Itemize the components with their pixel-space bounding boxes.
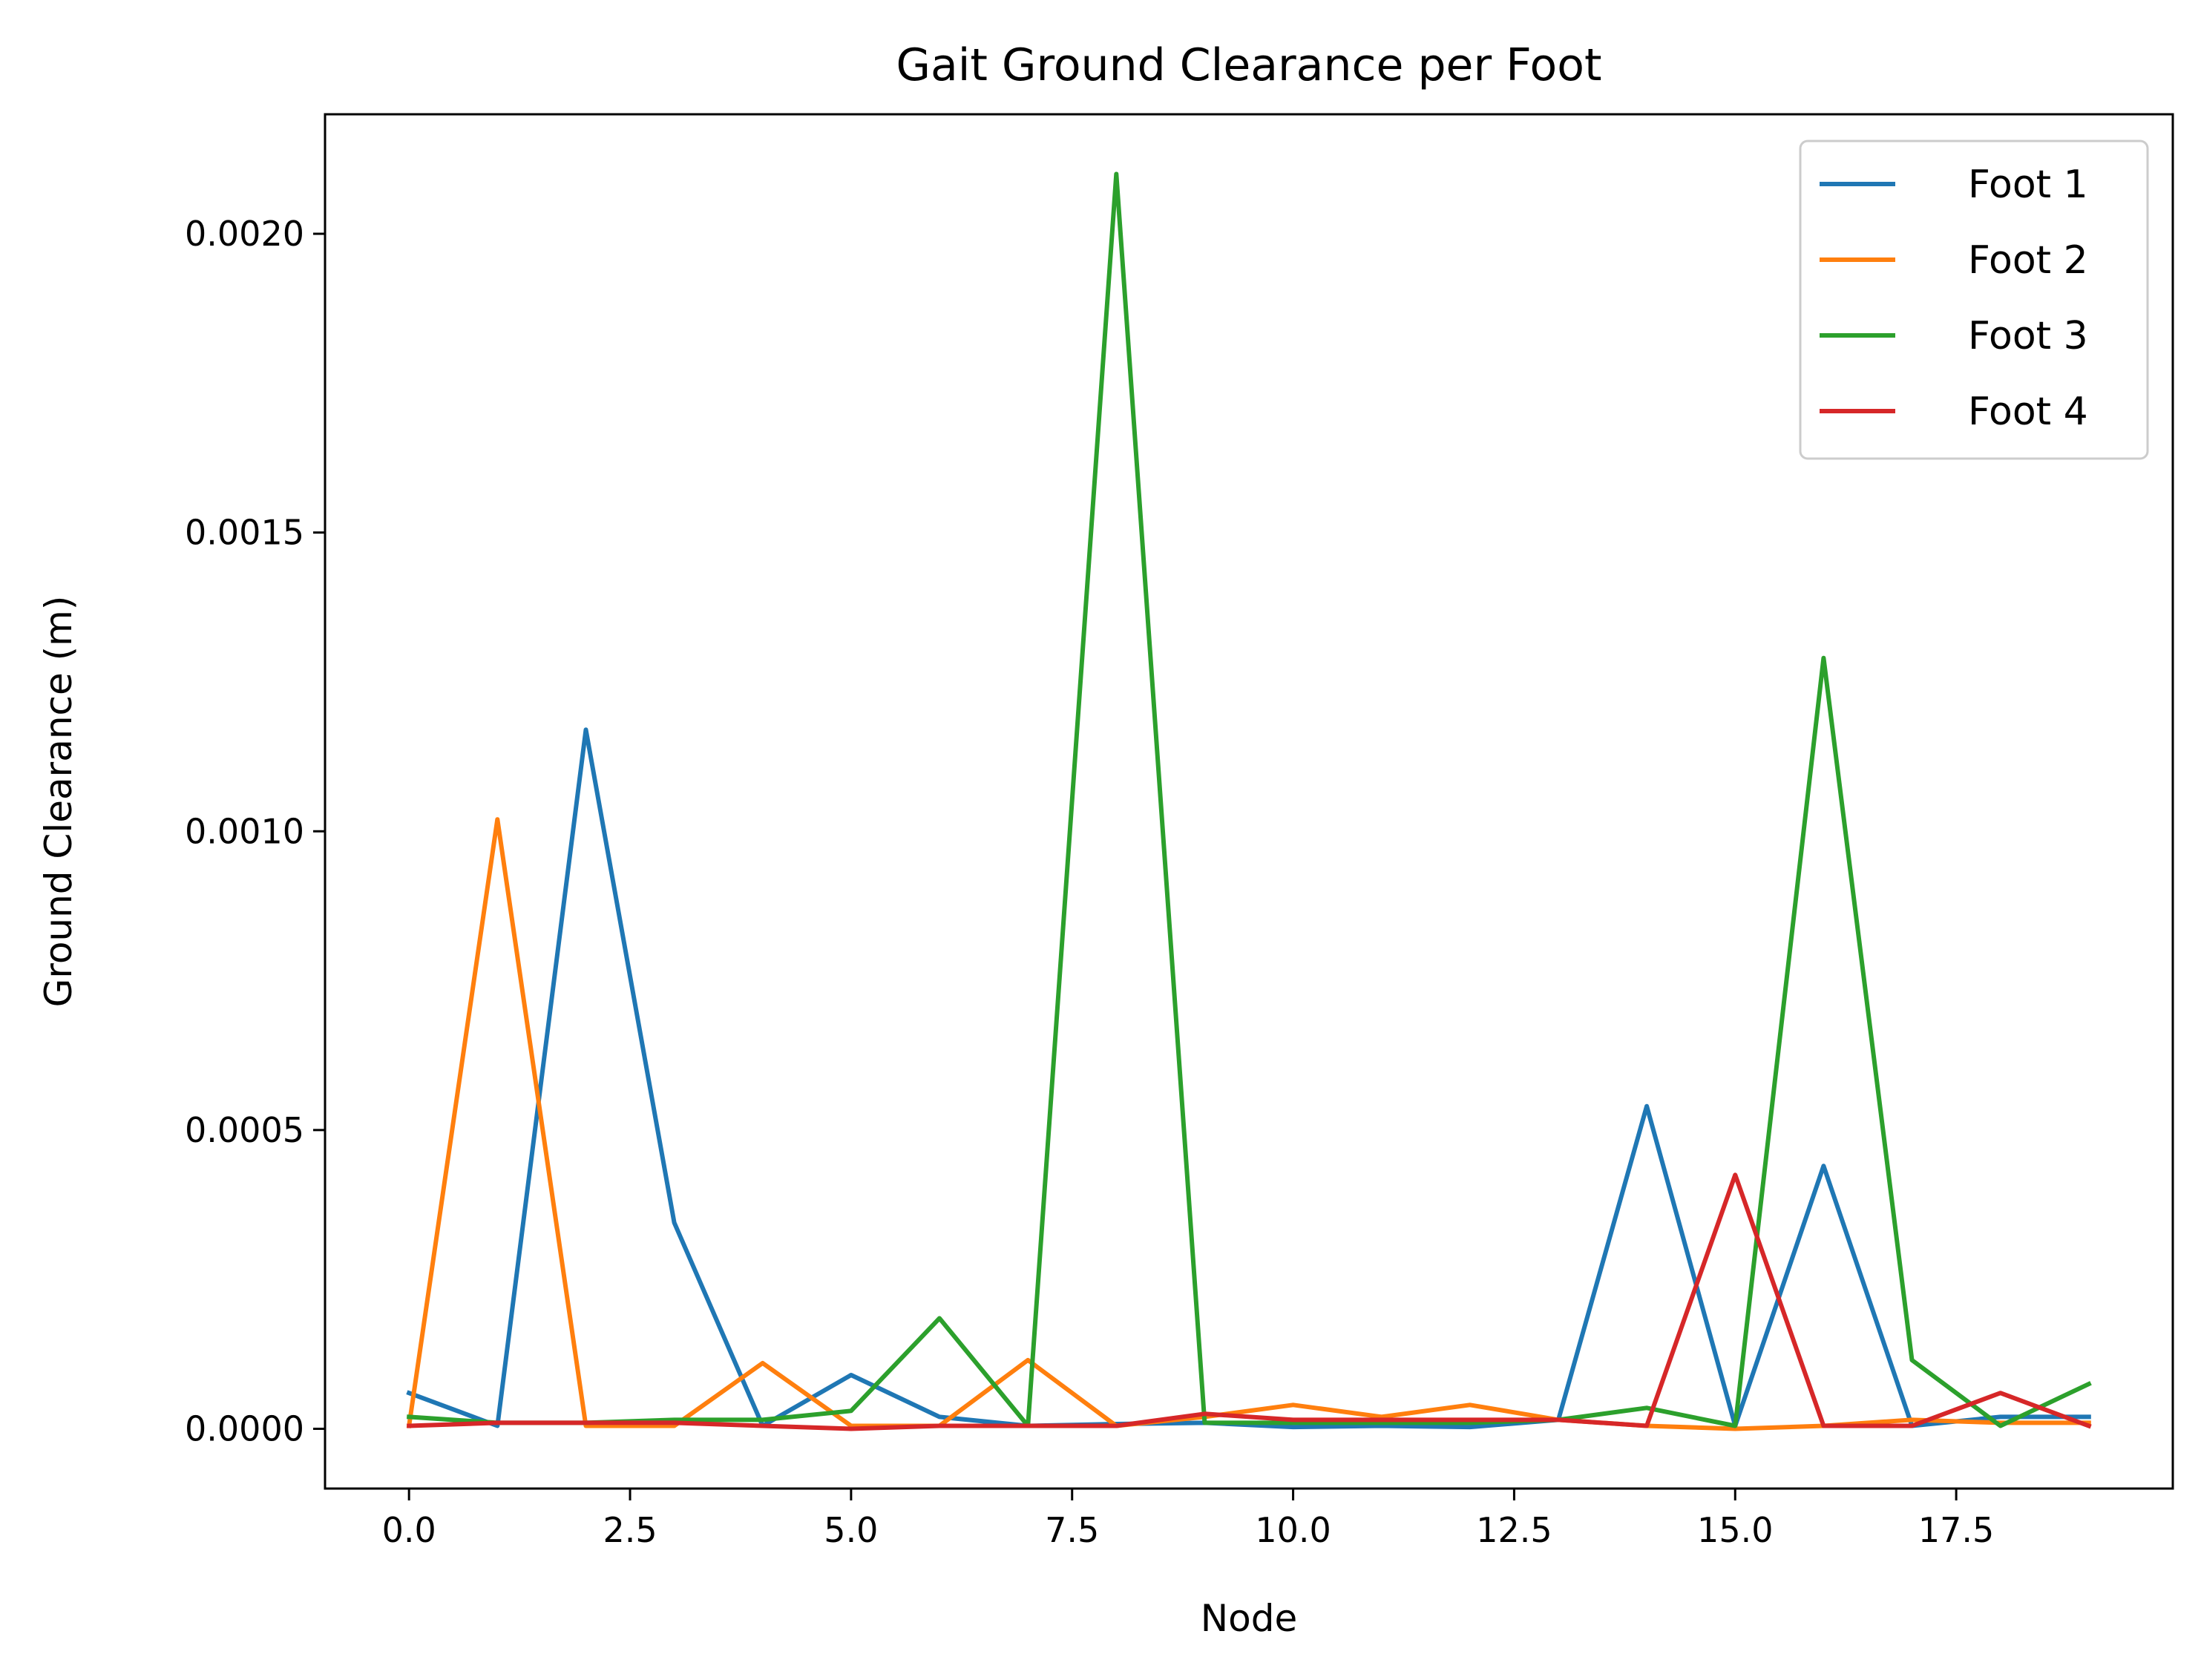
legend-box [1799, 140, 2149, 460]
legend: Foot 1 Foot 2 Foot 3 Foot 4 [1799, 140, 2149, 460]
x-tick-label: 12.5 [1476, 1510, 1552, 1550]
plot-frame [324, 113, 2174, 1490]
chart-title: Gait Ground Clearance per Foot [896, 39, 1601, 91]
x-tick-label: 0.0 [382, 1510, 436, 1550]
series-line-foot-2 [406, 817, 2091, 1431]
series-line-foot-4 [407, 1172, 2092, 1431]
y-tick-label: 0.0010 [185, 811, 304, 851]
legend-label-foot-3: Foot 3 [1968, 314, 2088, 358]
x-tick-label: 17.5 [1918, 1510, 1994, 1550]
y-axis: 0.0000 0.0005 0.0010 0.0015 0.0020 [185, 214, 325, 1448]
legend-label-foot-4: Foot 4 [1968, 390, 2088, 434]
y-tick-label: 0.0020 [185, 214, 304, 254]
x-axis-label: Node [1201, 1597, 1298, 1640]
x-tick-label: 15.0 [1697, 1510, 1773, 1550]
x-tick-label: 7.5 [1045, 1510, 1099, 1550]
series-line-foot-1 [406, 727, 2091, 1430]
y-tick-label: 0.0015 [185, 513, 304, 553]
legend-label-foot-2: Foot 2 [1968, 238, 2088, 283]
x-axis: 0.0 2.5 5.0 7.5 10.0 12.5 15.0 17.5 [382, 1489, 1994, 1550]
x-tick-label: 2.5 [603, 1510, 657, 1550]
series-lines [406, 171, 2092, 1431]
y-tick-label: 0.0005 [185, 1110, 304, 1150]
legend-label-foot-1: Foot 1 [1968, 163, 2088, 207]
series-line-foot-3 [407, 171, 2092, 1428]
x-tick-label: 5.0 [824, 1510, 878, 1550]
y-axis-label: Ground Clearance (m) [37, 596, 80, 1008]
x-tick-label: 10.0 [1255, 1510, 1331, 1550]
y-tick-label: 0.0000 [185, 1408, 304, 1448]
